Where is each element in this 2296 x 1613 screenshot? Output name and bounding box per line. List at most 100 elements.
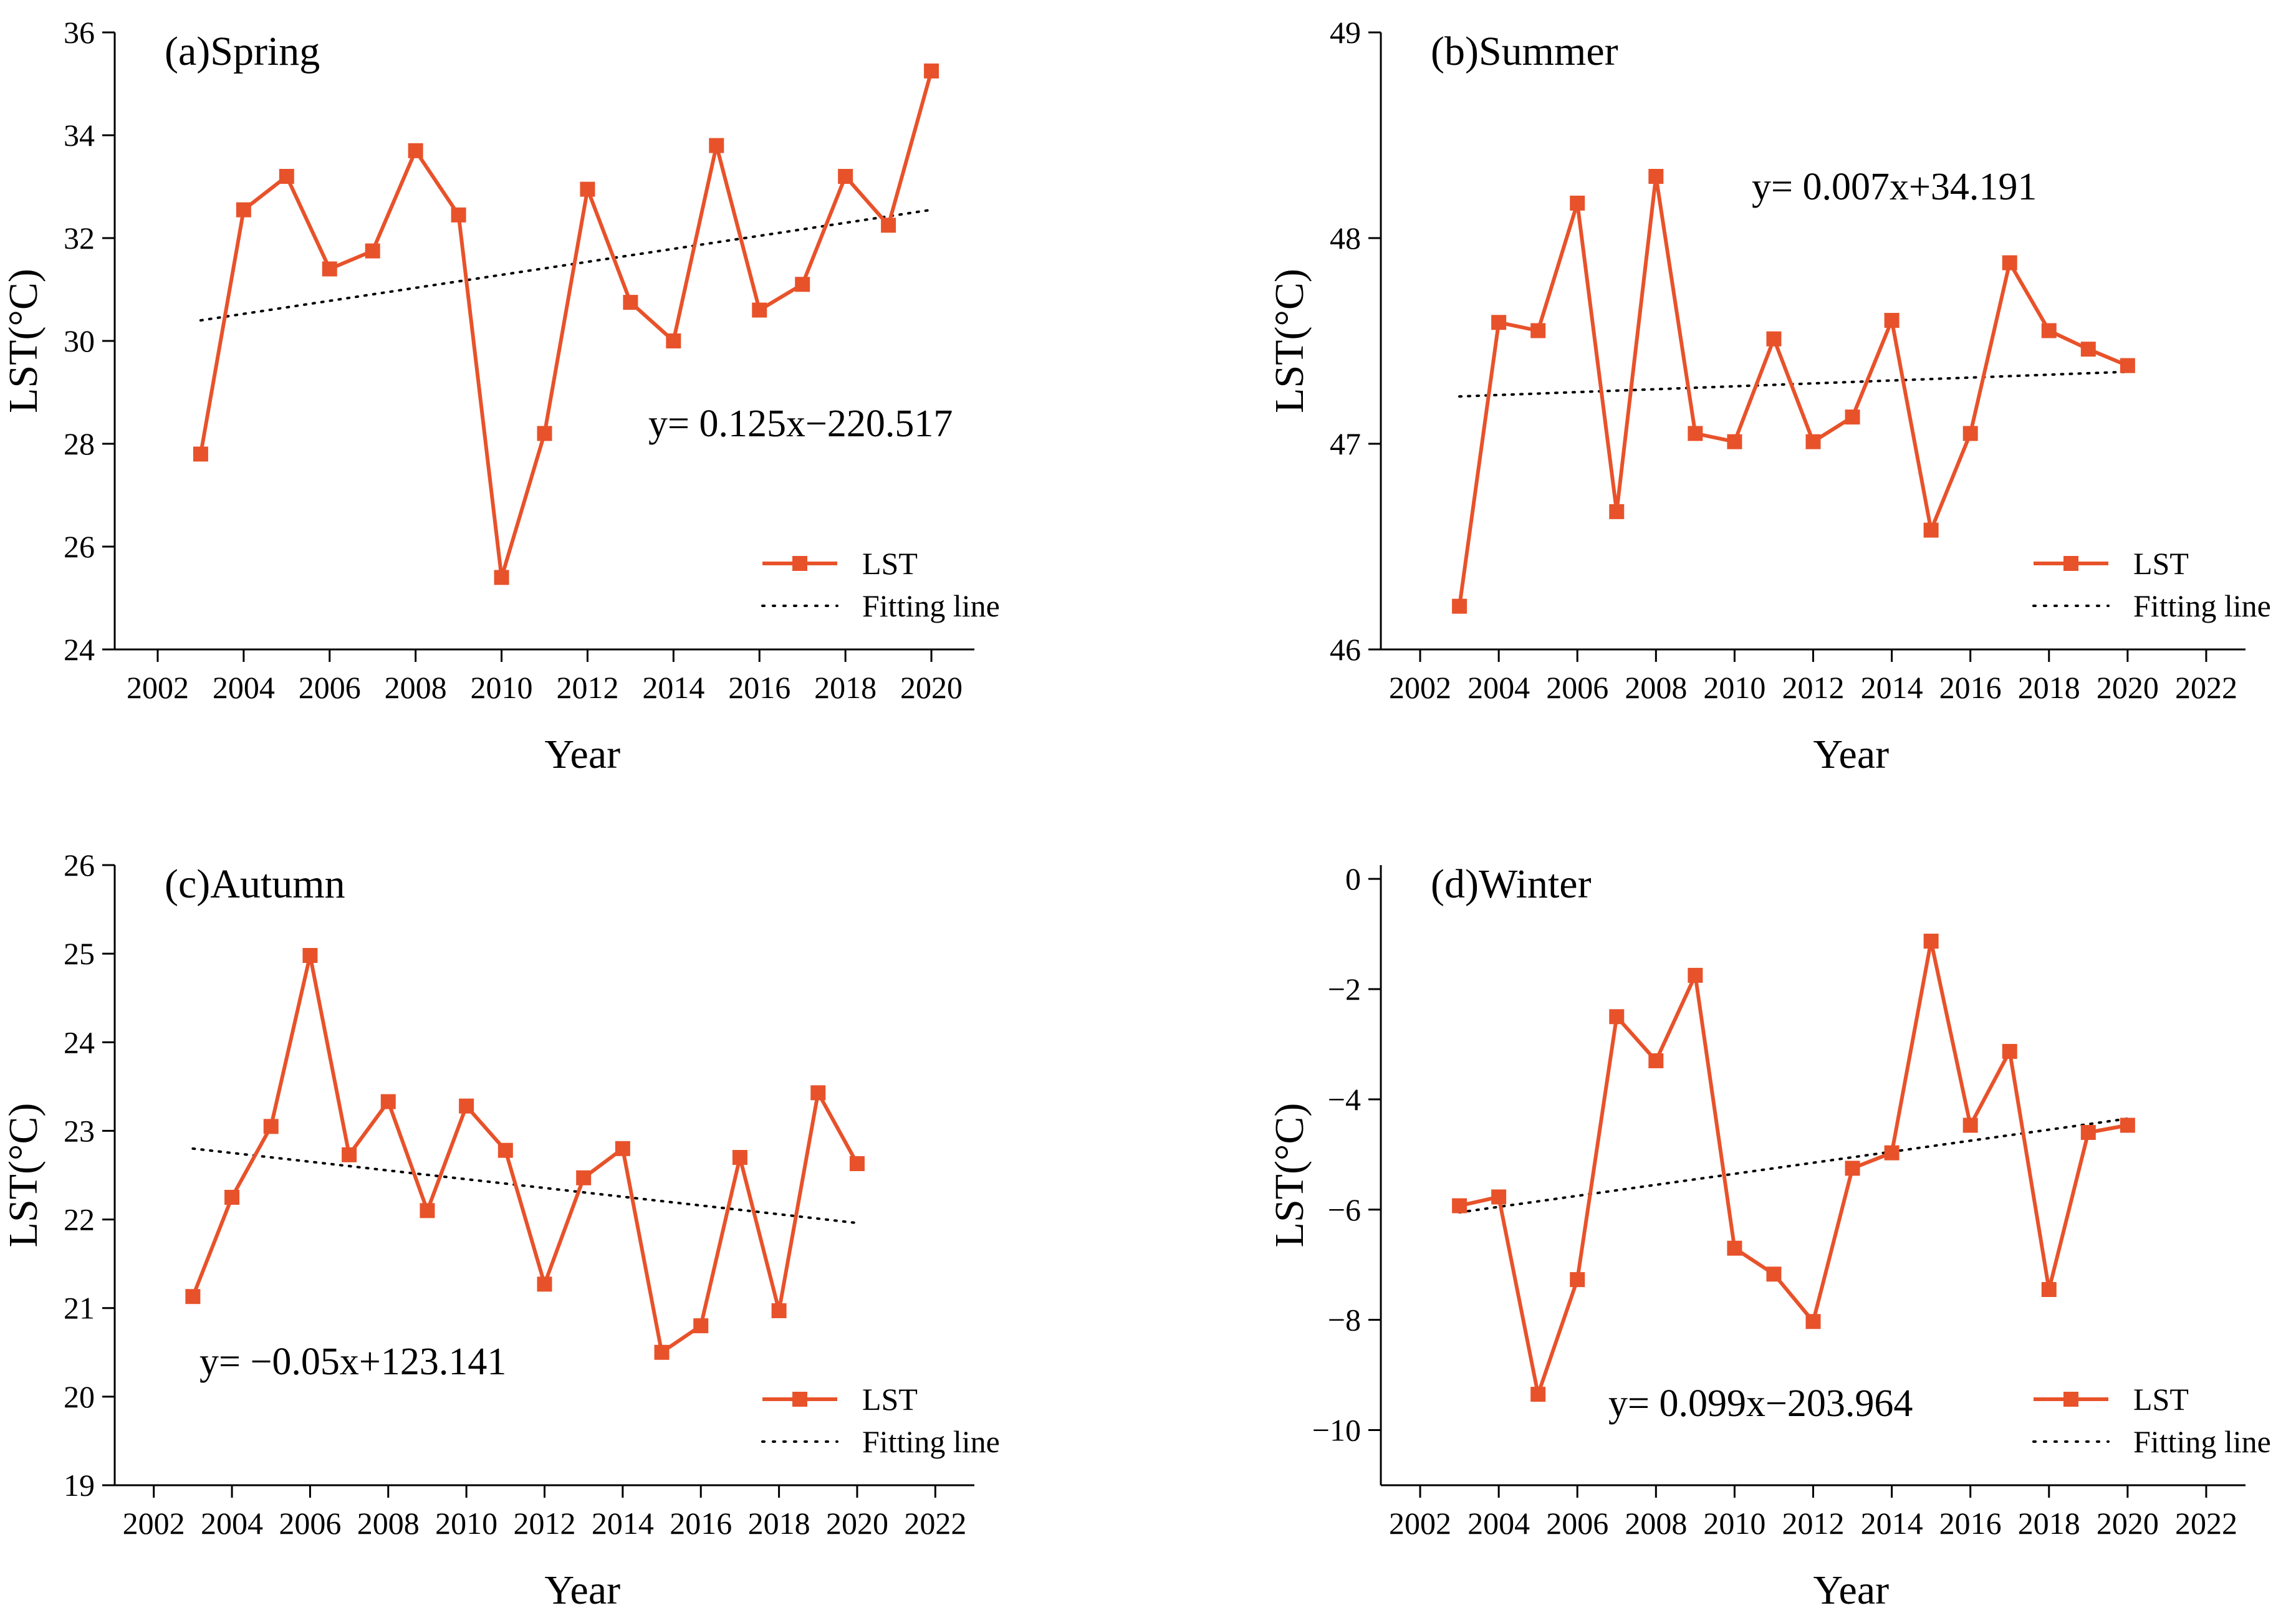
y-tick-label: 22: [64, 1202, 95, 1237]
x-tick-label: 2008: [385, 670, 447, 705]
lst-data-point: [849, 1156, 865, 1172]
x-tick-label: 2016: [1939, 670, 2002, 705]
y-tick-label: −2: [1328, 972, 1361, 1007]
x-tick-label: 2004: [1467, 1506, 1530, 1541]
lst-data-point: [1570, 1272, 1585, 1288]
fitting-line: [191, 1147, 858, 1225]
lst-data-point: [185, 1289, 201, 1304]
lst-data-point: [576, 1170, 592, 1185]
lst-data-point: [420, 1203, 435, 1218]
lst-data-point: [224, 1190, 240, 1205]
lst-data-point: [732, 1150, 747, 1165]
y-tick-label: 32: [64, 221, 95, 256]
lst-data-point: [1688, 967, 1703, 983]
y-tick-label: 0: [1345, 861, 1361, 896]
y-tick-label: 24: [64, 632, 95, 667]
fitting-line: [1458, 370, 2129, 398]
lst-data-point: [1727, 434, 1742, 449]
legend-label-fitting-line: Fitting line: [2133, 1424, 2271, 1459]
x-tick-label: 2002: [1389, 1506, 1451, 1541]
lst-data-point: [795, 277, 810, 292]
lst-data-point: [654, 1344, 670, 1360]
lst-data-point: [1805, 1314, 1821, 1329]
lst-data-point: [1923, 522, 1939, 538]
lst-data-point: [1766, 331, 1782, 347]
y-tick-label: 46: [1330, 632, 1361, 667]
y-axis-title: LST(°C): [1, 1103, 46, 1248]
lst-data-point: [1491, 315, 1507, 330]
regression-equation: y= 0.125x−220.517: [648, 403, 953, 445]
y-tick-label: 48: [1330, 221, 1361, 256]
lst-data-point: [623, 295, 638, 310]
legend-label-fitting-line: Fitting line: [2133, 588, 2271, 623]
y-tick-label: 47: [1330, 426, 1361, 461]
legend-marker-lst: [792, 1392, 807, 1407]
x-tick-label: 2016: [1939, 1506, 2002, 1541]
y-tick-label: −10: [1312, 1413, 1361, 1448]
x-axis-title: Year: [545, 732, 621, 777]
lst-data-point: [1884, 1145, 1900, 1161]
x-tick-label: 2010: [435, 1506, 497, 1541]
legend-label-fitting-line: Fitting line: [862, 588, 1000, 623]
legend-label-lst: LST: [2133, 546, 2189, 581]
lst-data-point: [1805, 434, 1821, 449]
lst-data-point: [2002, 255, 2017, 270]
lst-data-point: [459, 1098, 474, 1114]
legend-marker-lst: [2063, 1392, 2078, 1407]
x-tick-label: 2018: [814, 670, 877, 705]
x-tick-label: 2006: [279, 1506, 341, 1541]
panel-autumn: (c)Autumn y= −0.05x+123.141 Year LST(°C)…: [1, 848, 1000, 1613]
lst-data-point: [1688, 426, 1703, 441]
lst-data-point: [666, 333, 681, 348]
lst-data-point: [302, 947, 318, 963]
y-tick-label: 25: [64, 936, 95, 971]
lst-data-point: [615, 1141, 630, 1156]
y-tick-label: 49: [1330, 15, 1361, 50]
lst-series-line: [1458, 175, 2129, 607]
lst-data-point: [322, 261, 337, 277]
x-tick-label: 2012: [556, 670, 618, 705]
x-axis-title: Year: [1813, 1568, 1890, 1613]
lst-series-line: [1459, 939, 2128, 1397]
lst-data-point: [1530, 323, 1546, 338]
lst-data-point: [771, 1303, 787, 1318]
x-tick-label: 2010: [1703, 670, 1765, 705]
y-tick-label: −4: [1328, 1082, 1361, 1117]
lst-data-point: [408, 143, 423, 158]
x-tick-label: 2014: [642, 670, 704, 705]
lst-data-point: [1962, 1118, 1978, 1133]
lst-data-point: [924, 63, 939, 79]
lst-data-point: [1570, 195, 1585, 211]
x-tick-label: 2022: [904, 1506, 966, 1541]
lst-data-point: [881, 218, 896, 233]
lst-data-point: [838, 169, 853, 184]
x-tick-label: 2014: [1861, 1506, 1923, 1541]
lst-data-point: [451, 207, 466, 223]
lst-series-line: [198, 70, 933, 580]
x-axis-title: Year: [1813, 732, 1890, 777]
y-tick-label: 26: [64, 529, 95, 564]
y-tick-label: 24: [64, 1025, 95, 1060]
x-tick-label: 2002: [1389, 670, 1451, 705]
lst-data-point: [2041, 323, 2057, 338]
fitting-line: [199, 208, 933, 322]
panel-summer: (b)Summer y= 0.007x+34.191 Year LST(°C) …: [1267, 15, 2271, 777]
x-tick-label: 2022: [2175, 670, 2237, 705]
x-tick-label: 2012: [514, 1506, 576, 1541]
lst-data-point: [1648, 1053, 1664, 1068]
y-tick-label: 21: [64, 1291, 95, 1326]
x-tick-label: 2004: [201, 1506, 263, 1541]
lst-data-point: [752, 302, 767, 318]
lst-data-point: [1845, 1161, 1860, 1176]
y-tick-label: −8: [1328, 1303, 1361, 1338]
lst-data-point: [537, 426, 552, 441]
regression-equation: y= 0.007x+34.191: [1752, 166, 2037, 208]
y-axis-title: LST(°C): [1267, 1103, 1312, 1248]
x-tick-label: 2014: [1861, 670, 1923, 705]
regression-equation: y= 0.099x−203.964: [1608, 1382, 1913, 1425]
x-tick-label: 2010: [471, 670, 533, 705]
x-tick-label: 2008: [1625, 1506, 1687, 1541]
y-tick-label: 23: [64, 1113, 95, 1148]
legend-label-fitting-line: Fitting line: [862, 1424, 1000, 1459]
lst-data-point: [1530, 1387, 1546, 1402]
